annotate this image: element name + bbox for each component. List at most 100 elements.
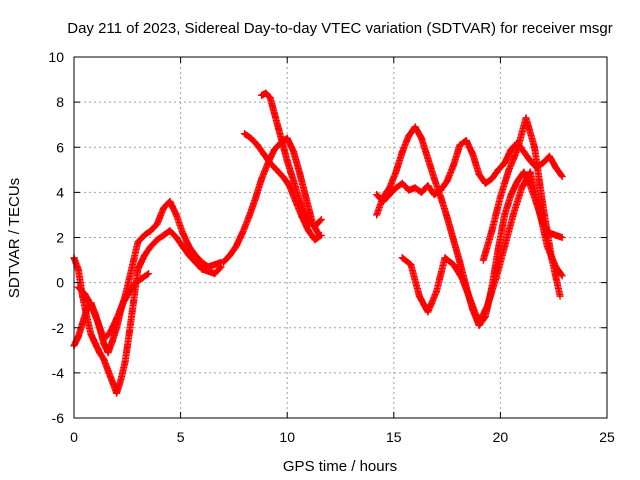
data-point xyxy=(266,159,274,167)
data-point xyxy=(552,164,560,172)
data-point xyxy=(469,150,477,158)
data-point xyxy=(548,254,556,262)
y-tick-label: 8 xyxy=(56,94,64,110)
data-point xyxy=(198,258,206,266)
data-point xyxy=(211,270,219,278)
data-point xyxy=(285,182,293,190)
data-point xyxy=(424,155,432,163)
x-tick-label: 20 xyxy=(493,429,509,445)
data-point xyxy=(134,238,142,246)
data-point xyxy=(145,270,153,278)
data-point xyxy=(456,141,464,149)
data-point xyxy=(100,355,108,363)
data-point xyxy=(166,197,174,205)
data-point xyxy=(192,258,200,266)
data-markers xyxy=(70,89,566,397)
data-point xyxy=(160,231,168,239)
data-point xyxy=(179,229,187,237)
data-point xyxy=(305,218,313,226)
data-point xyxy=(398,179,406,187)
data-point xyxy=(479,256,487,264)
data-point xyxy=(411,184,419,192)
data-point xyxy=(100,335,108,343)
data-point xyxy=(74,283,82,291)
data-point xyxy=(296,170,304,178)
data-point xyxy=(74,265,82,273)
data-point xyxy=(130,256,138,264)
series-track-j xyxy=(479,114,564,300)
data-point xyxy=(456,258,464,266)
data-point xyxy=(245,213,253,221)
y-tick-label: -6 xyxy=(52,410,65,426)
data-point xyxy=(93,317,101,325)
data-point xyxy=(505,166,513,174)
data-point xyxy=(539,159,547,167)
data-point xyxy=(441,254,449,262)
data-point xyxy=(501,243,509,251)
data-point xyxy=(87,301,95,309)
axis-ticks: 0 5 10 15 20 25 -6 -4 -2 0 2 4 6 8 10 xyxy=(48,49,615,445)
data-point xyxy=(513,177,521,185)
data-point xyxy=(104,367,112,375)
data-point xyxy=(166,227,174,235)
data-point xyxy=(172,234,180,241)
data-point xyxy=(411,123,419,131)
x-tick-label: 0 xyxy=(70,429,78,445)
data-point xyxy=(204,263,212,271)
data-point xyxy=(134,265,142,273)
x-tick-label: 5 xyxy=(177,429,185,445)
data-point xyxy=(211,261,219,269)
y-axis-label: SDTVAR / TECUs xyxy=(6,178,23,298)
data-point xyxy=(153,236,161,244)
x-tick-label: 15 xyxy=(386,429,402,445)
y-tick-label: 0 xyxy=(56,275,64,291)
data-point xyxy=(424,308,432,316)
data-point xyxy=(449,261,457,269)
data-point xyxy=(119,299,127,307)
x-tick-label: 25 xyxy=(599,429,615,445)
data-point xyxy=(253,141,261,149)
data-point xyxy=(501,211,509,219)
data-point xyxy=(432,288,440,296)
data-point xyxy=(449,161,457,169)
data-point xyxy=(117,376,125,384)
data-point xyxy=(311,236,319,244)
data-point xyxy=(74,333,82,341)
data-point xyxy=(91,340,99,348)
data-point xyxy=(475,319,483,327)
data-point xyxy=(251,195,259,203)
data-point xyxy=(467,297,475,305)
data-point xyxy=(484,301,492,309)
data-point xyxy=(392,184,400,192)
data-point xyxy=(300,209,308,217)
data-point xyxy=(108,337,116,345)
data-point xyxy=(96,349,104,357)
data-point xyxy=(81,290,89,298)
data-point xyxy=(520,148,528,156)
data-point xyxy=(113,389,121,397)
data-point xyxy=(147,227,155,235)
data-point xyxy=(140,252,148,260)
series-track-f xyxy=(258,89,325,230)
data-point xyxy=(535,204,543,212)
chart-title: Day 211 of 2023, Sidereal Day-to-day VTE… xyxy=(67,20,612,37)
data-point xyxy=(418,134,426,142)
data-point xyxy=(507,146,515,154)
data-point xyxy=(475,170,483,178)
data-point xyxy=(539,202,547,210)
data-point xyxy=(494,166,502,174)
data-point xyxy=(386,191,394,199)
data-point xyxy=(302,195,310,203)
data-point xyxy=(407,261,415,269)
data-point xyxy=(87,331,95,339)
data-point xyxy=(558,173,566,181)
data-point xyxy=(520,168,528,176)
y-tick-label: 4 xyxy=(56,184,64,200)
y-tick-label: -2 xyxy=(52,320,65,336)
data-point xyxy=(266,94,274,102)
data-point xyxy=(317,215,325,223)
data-point xyxy=(279,141,287,149)
data-point xyxy=(458,274,466,282)
